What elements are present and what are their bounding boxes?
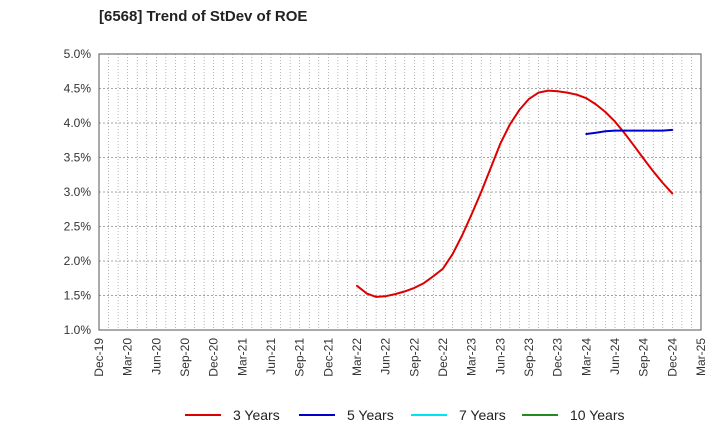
legend-label: 10 Years xyxy=(570,407,625,423)
x-tick-label: Jun-22 xyxy=(379,338,393,375)
x-tick-label: Mar-22 xyxy=(350,338,364,376)
legend-swatch xyxy=(299,414,335,416)
chart-title: [6568] Trend of StDev of ROE xyxy=(99,8,308,25)
x-tick-label: Mar-24 xyxy=(579,338,593,376)
y-tick-label: 3.5% xyxy=(64,151,92,165)
x-tick-label: Jun-20 xyxy=(149,338,163,375)
x-tick-label: Mar-25 xyxy=(694,338,708,376)
legend-swatch xyxy=(185,414,221,416)
x-tick-label: Jun-23 xyxy=(493,338,507,375)
chart-plot: 1.0% 1.5% 2.0% 2.5% 3.0% 3.5% 4.0% 4.5% 5.0% Dec-… xyxy=(64,47,708,377)
legend-label: 3 Years xyxy=(233,407,280,423)
legend-item-10-years: 10 Years xyxy=(522,404,625,426)
y-tick-label: 5.0% xyxy=(64,47,92,61)
x-tick-label: Sep-21 xyxy=(293,338,307,377)
legend-item-7-years: 7 Years xyxy=(411,404,506,426)
y-tick-label: 2.0% xyxy=(64,254,92,268)
x-tick-label: Dec-23 xyxy=(551,338,565,377)
x-tick-label: Jun-21 xyxy=(264,338,278,375)
x-tick-label: Dec-19 xyxy=(92,338,106,377)
x-tick-label: Sep-20 xyxy=(178,338,192,377)
x-tick-label: Mar-23 xyxy=(465,338,479,376)
series-lines xyxy=(356,89,674,298)
x-tick-label: Sep-23 xyxy=(522,338,536,377)
x-tick-label: Sep-24 xyxy=(637,338,651,377)
legend: 3 Years 5 Years 7 Years 10 Years xyxy=(0,404,720,426)
grid xyxy=(99,54,701,330)
legend-swatch xyxy=(411,414,447,416)
legend-item-3-years: 3 Years xyxy=(185,404,280,426)
legend-label: 5 Years xyxy=(347,407,394,423)
x-tick-label: Dec-20 xyxy=(207,338,221,377)
y-tick-label: 4.5% xyxy=(64,82,92,96)
y-tick-label: 3.0% xyxy=(64,185,92,199)
legend-label: 7 Years xyxy=(459,407,506,423)
y-tick-label: 2.5% xyxy=(64,220,92,234)
x-tick-label: Dec-21 xyxy=(321,338,335,377)
x-tick-label: Mar-20 xyxy=(121,338,135,376)
tick-labels: 1.0% 1.5% 2.0% 2.5% 3.0% 3.5% 4.0% 4.5% 5.0% Dec-… xyxy=(64,47,708,377)
y-tick-label: 4.0% xyxy=(64,116,92,130)
x-tick-label: Dec-22 xyxy=(436,338,450,377)
y-tick-label: 1.0% xyxy=(64,323,92,337)
series-line-5-years xyxy=(585,128,674,135)
x-tick-label: Jun-24 xyxy=(608,338,622,375)
plot-frame xyxy=(98,53,702,331)
x-tick-label: Dec-24 xyxy=(665,338,679,377)
x-tick-label: Mar-21 xyxy=(235,338,249,376)
series-line-3-years xyxy=(356,89,674,298)
x-tick-label: Sep-22 xyxy=(407,338,421,377)
y-tick-label: 1.5% xyxy=(64,289,92,303)
legend-swatch xyxy=(522,414,558,416)
legend-item-5-years: 5 Years xyxy=(299,404,394,426)
